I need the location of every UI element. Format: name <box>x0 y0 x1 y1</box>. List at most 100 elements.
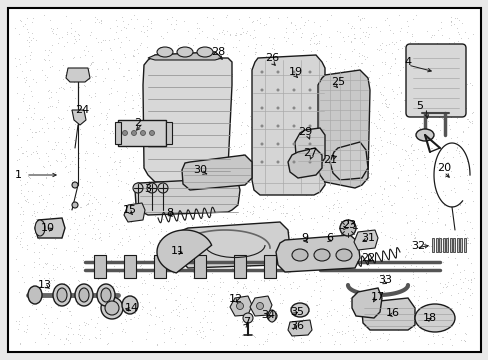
Point <box>174 234 182 240</box>
Polygon shape <box>442 238 444 252</box>
Point <box>374 157 382 162</box>
Point <box>81 291 89 296</box>
Point <box>64 76 72 82</box>
Point <box>293 153 301 159</box>
Point <box>85 217 93 223</box>
Polygon shape <box>275 235 359 272</box>
Point <box>74 230 81 236</box>
Point <box>260 120 267 126</box>
Text: 6: 6 <box>326 233 333 243</box>
Point <box>110 280 118 286</box>
Point <box>345 114 353 120</box>
Point <box>381 323 389 329</box>
Point <box>296 26 304 31</box>
Point <box>387 235 395 241</box>
Point <box>379 92 386 98</box>
Point <box>438 32 446 37</box>
Point <box>137 224 144 229</box>
Point <box>262 140 269 146</box>
Point <box>309 184 317 189</box>
Point <box>41 57 49 63</box>
Point <box>50 178 58 184</box>
Point <box>219 186 227 192</box>
Point <box>208 270 216 276</box>
Point <box>61 335 69 341</box>
Point <box>239 210 246 216</box>
Point <box>261 127 269 132</box>
Point <box>180 159 187 165</box>
Point <box>424 202 431 208</box>
Point <box>270 145 278 151</box>
Point <box>114 103 122 108</box>
Point <box>146 192 154 197</box>
Point <box>378 143 386 149</box>
Point <box>370 292 378 298</box>
Point <box>435 268 443 274</box>
Point <box>64 234 72 239</box>
Point <box>310 71 318 77</box>
Point <box>283 161 291 166</box>
Point <box>323 215 331 221</box>
Point <box>359 331 366 337</box>
Point <box>378 213 386 219</box>
Point <box>74 238 82 244</box>
Point <box>235 153 243 159</box>
Point <box>211 114 219 120</box>
Point <box>267 135 275 140</box>
Point <box>170 148 178 154</box>
Point <box>411 263 419 269</box>
Point <box>307 215 315 221</box>
Point <box>366 80 373 85</box>
Point <box>90 194 98 200</box>
Point <box>411 109 419 115</box>
Point <box>427 45 435 51</box>
Point <box>81 77 88 83</box>
Text: 9: 9 <box>301 233 308 243</box>
Point <box>214 133 222 139</box>
Point <box>182 305 189 311</box>
Point <box>444 55 451 61</box>
Point <box>66 168 74 174</box>
Point <box>170 57 178 62</box>
Point <box>176 220 183 225</box>
Point <box>101 37 109 43</box>
Point <box>462 234 470 240</box>
Point <box>142 231 149 237</box>
Point <box>428 72 436 77</box>
Point <box>394 282 402 287</box>
Point <box>40 325 48 330</box>
Point <box>126 267 134 273</box>
Point <box>413 302 421 308</box>
Point <box>105 233 113 239</box>
Point <box>205 308 213 314</box>
Point <box>172 120 180 126</box>
Point <box>207 46 215 51</box>
Point <box>386 66 393 71</box>
Point <box>42 120 50 126</box>
Point <box>435 174 443 179</box>
Point <box>363 89 371 95</box>
Point <box>22 77 30 83</box>
Point <box>96 173 104 179</box>
Point <box>247 70 255 76</box>
Point <box>82 287 90 293</box>
Point <box>76 54 84 60</box>
Point <box>115 226 122 231</box>
Point <box>335 341 343 347</box>
Point <box>412 320 420 326</box>
Point <box>68 179 76 185</box>
Point <box>422 301 430 307</box>
Point <box>165 324 173 330</box>
Point <box>175 176 183 182</box>
Point <box>141 183 148 189</box>
Point <box>81 220 88 226</box>
Point <box>405 327 413 333</box>
Point <box>256 20 264 26</box>
Point <box>21 21 29 26</box>
Point <box>427 220 435 226</box>
Point <box>35 249 43 255</box>
Point <box>154 255 162 260</box>
Point <box>220 140 227 146</box>
Point <box>347 111 355 117</box>
Point <box>239 205 246 211</box>
